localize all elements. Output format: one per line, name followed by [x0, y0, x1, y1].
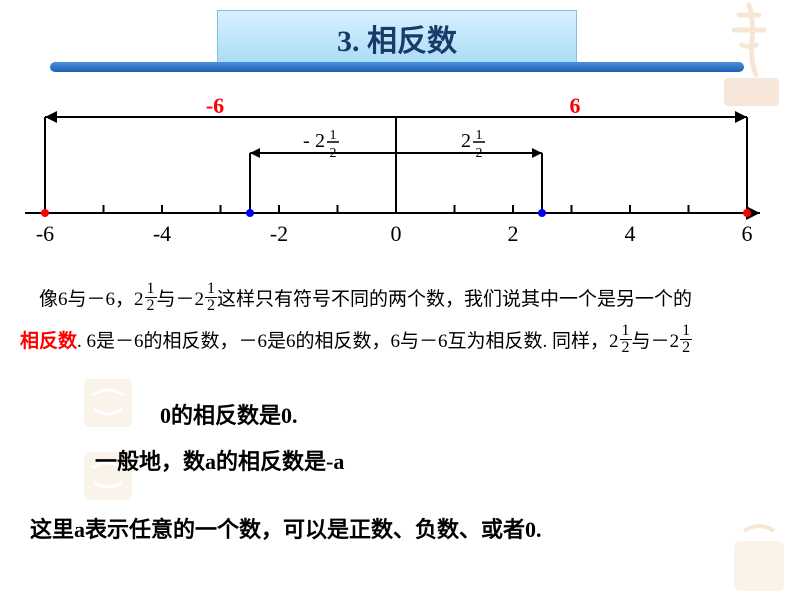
frac-2-5-pos: 212	[134, 280, 157, 320]
p1-a: 像6与－6，	[39, 289, 134, 310]
paragraph-1: 像6与－6，212与－212这样只有符号不同的两个数，我们说其中一个是另一个的	[20, 280, 774, 320]
watermark-left-1	[80, 375, 136, 431]
svg-text:2: 2	[315, 130, 325, 152]
banner-underline	[50, 62, 744, 72]
svg-text:6: 6	[570, 95, 581, 118]
svg-text:-: -	[303, 130, 310, 152]
watermark-top-right	[704, 0, 794, 110]
svg-text:1: 1	[476, 128, 483, 143]
svg-text:1: 1	[330, 128, 337, 143]
number-line-diagram: -66-212212-6-4-20246	[15, 95, 779, 255]
svg-text:-6: -6	[206, 95, 224, 118]
p2-b: 与	[632, 331, 651, 352]
general-opposite-line: 一般地，数a的相反数是-a	[95, 444, 344, 476]
frac-2-5-neg: －212	[176, 280, 218, 320]
term-opposite: 相反数	[20, 331, 77, 352]
svg-text:-2: -2	[270, 221, 288, 246]
svg-text:-6: -6	[36, 221, 54, 246]
paragraph-2: 相反数. 6是－6的相反数，－6是6的相反数，6与－6互为相反数. 同样，212…	[20, 322, 774, 362]
p1-b: 与	[157, 289, 176, 310]
frac-p2-neg: －212	[651, 322, 693, 362]
page-title: 3. 相反数	[337, 16, 457, 60]
svg-text:2: 2	[508, 221, 519, 246]
svg-text:0: 0	[391, 221, 402, 246]
svg-text:4: 4	[625, 221, 636, 246]
svg-text:2: 2	[476, 146, 483, 161]
zero-opposite-line: 0的相反数是0.	[160, 398, 298, 430]
number-line-svg: -66-212212-6-4-20246	[15, 95, 779, 255]
svg-text:6: 6	[742, 221, 753, 246]
svg-text:2: 2	[330, 146, 337, 161]
any-number-line: 这里a表示任意的一个数，可以是正数、负数、或者0.	[30, 512, 542, 544]
p2-a: . 6是－6的相反数，－6是6的相反数，6与－6互为相反数. 同样，	[77, 331, 609, 352]
watermark-bottom-right	[724, 516, 794, 596]
p1-c: 这样只有符号不同的两个数，我们说其中一个是另一个的	[217, 289, 692, 310]
title-banner: 3. 相反数	[217, 10, 577, 65]
frac-p2-pos: 212	[609, 322, 632, 362]
svg-text:2: 2	[461, 130, 471, 152]
svg-text:-4: -4	[153, 221, 171, 246]
